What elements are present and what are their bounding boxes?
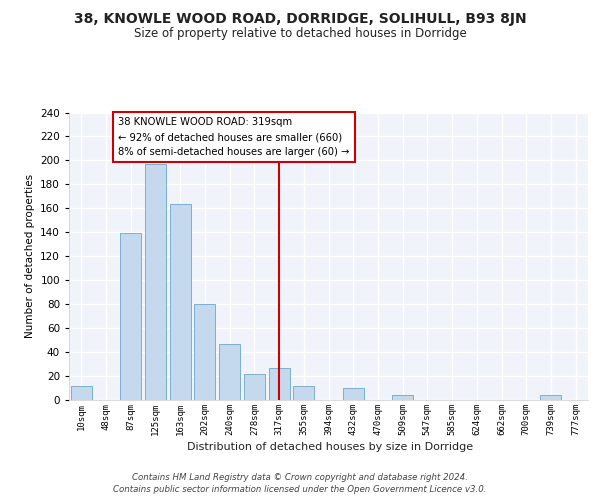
Bar xyxy=(244,374,265,400)
Bar xyxy=(392,395,413,400)
Text: Distribution of detached houses by size in Dorridge: Distribution of detached houses by size … xyxy=(187,442,473,452)
Text: Contains public sector information licensed under the Open Government Licence v3: Contains public sector information licen… xyxy=(113,485,487,494)
Y-axis label: Number of detached properties: Number of detached properties xyxy=(25,174,35,338)
Bar xyxy=(71,386,92,400)
Bar xyxy=(194,304,215,400)
Bar xyxy=(219,344,240,400)
Text: Contains HM Land Registry data © Crown copyright and database right 2024.: Contains HM Land Registry data © Crown c… xyxy=(132,472,468,482)
Bar xyxy=(343,388,364,400)
Bar xyxy=(145,164,166,400)
Bar xyxy=(269,368,290,400)
Text: 38, KNOWLE WOOD ROAD, DORRIDGE, SOLIHULL, B93 8JN: 38, KNOWLE WOOD ROAD, DORRIDGE, SOLIHULL… xyxy=(74,12,526,26)
Text: Size of property relative to detached houses in Dorridge: Size of property relative to detached ho… xyxy=(134,28,466,40)
Bar xyxy=(541,395,562,400)
Text: 38 KNOWLE WOOD ROAD: 319sqm
← 92% of detached houses are smaller (660)
8% of sem: 38 KNOWLE WOOD ROAD: 319sqm ← 92% of det… xyxy=(118,118,350,157)
Bar xyxy=(170,204,191,400)
Bar xyxy=(293,386,314,400)
Bar xyxy=(120,234,141,400)
